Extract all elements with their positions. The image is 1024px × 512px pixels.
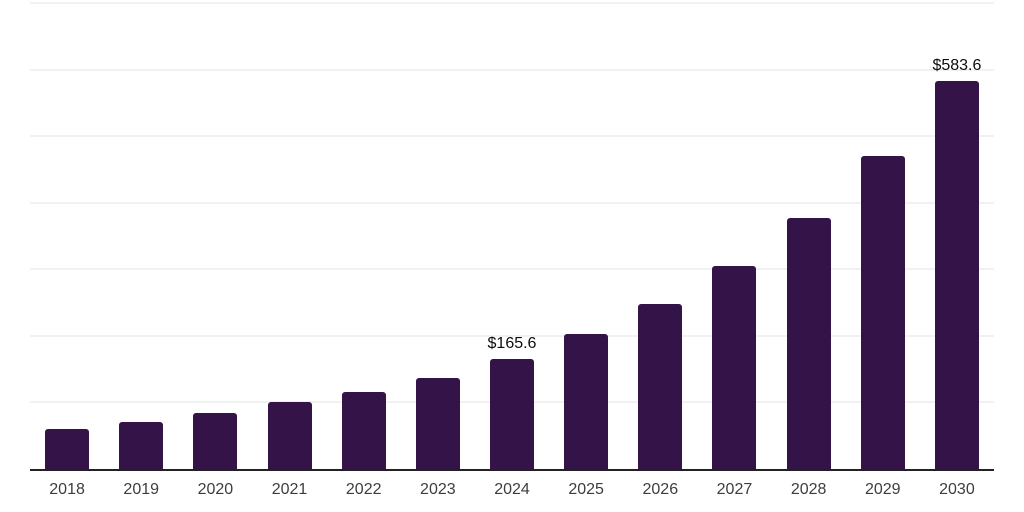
x-tick-label-2025: 2025 (568, 481, 604, 498)
plot-area: $165.6 $583.6 (30, 2, 994, 471)
x-tick-label-2019: 2019 (123, 481, 160, 498)
x-tick-label-2024: 2024 (494, 481, 530, 498)
bar-slot-2021 (252, 3, 326, 469)
bar-value-label-2024: $165.6 (487, 334, 537, 352)
bar-2026 (638, 303, 683, 469)
bar-2020 (193, 412, 238, 469)
bar-slot-2026 (623, 3, 697, 469)
x-tick-label-2018: 2018 (49, 481, 85, 498)
bar-slot-2030: $583.6 (920, 3, 994, 469)
x-tick-label-2022: 2022 (345, 481, 382, 498)
bar-2024 (489, 358, 534, 469)
bar-2023 (415, 378, 460, 469)
bar-2018 (45, 429, 90, 469)
x-tick-label-2027: 2027 (716, 481, 753, 498)
bar-slot-2020 (178, 3, 252, 469)
bar-2025 (564, 334, 609, 469)
x-tick-label-2028: 2028 (790, 481, 827, 498)
gridline-600 (30, 68, 994, 71)
gridline-300 (30, 268, 994, 271)
bar-slot-2019 (104, 3, 178, 469)
bar-2029 (860, 155, 905, 469)
gridline-400 (30, 201, 994, 204)
bar-slot-2018 (30, 3, 104, 469)
x-tick-label-2020: 2020 (197, 481, 234, 498)
bar-slot-2023 (401, 3, 475, 469)
bar-2019 (119, 421, 164, 469)
bar-2028 (786, 218, 831, 469)
x-tick-label-2029: 2029 (864, 481, 901, 498)
bar-slot-2028 (772, 3, 846, 469)
bar-2022 (341, 391, 386, 469)
bar-slot-2027 (697, 3, 771, 469)
gridline-200 (30, 334, 994, 337)
x-tick-label-2026: 2026 (642, 481, 679, 498)
bar-value-label-2030: $583.6 (932, 56, 982, 74)
bar-2030 (934, 80, 979, 469)
x-tick-label-2023: 2023 (420, 481, 456, 498)
x-tick-label-2021: 2021 (271, 481, 308, 498)
bar-slot-2025 (549, 3, 623, 469)
x-axis-line (30, 469, 994, 471)
bar-2027 (712, 265, 757, 469)
x-tick-label-2030: 2030 (939, 481, 975, 498)
gridline-700 (30, 2, 994, 4)
bar-slot-2024: $165.6 (475, 3, 549, 469)
bar-slot-2029 (846, 3, 920, 469)
bar-slot-2022 (327, 3, 401, 469)
bar-2021 (267, 402, 312, 469)
gridline-500 (30, 135, 994, 138)
